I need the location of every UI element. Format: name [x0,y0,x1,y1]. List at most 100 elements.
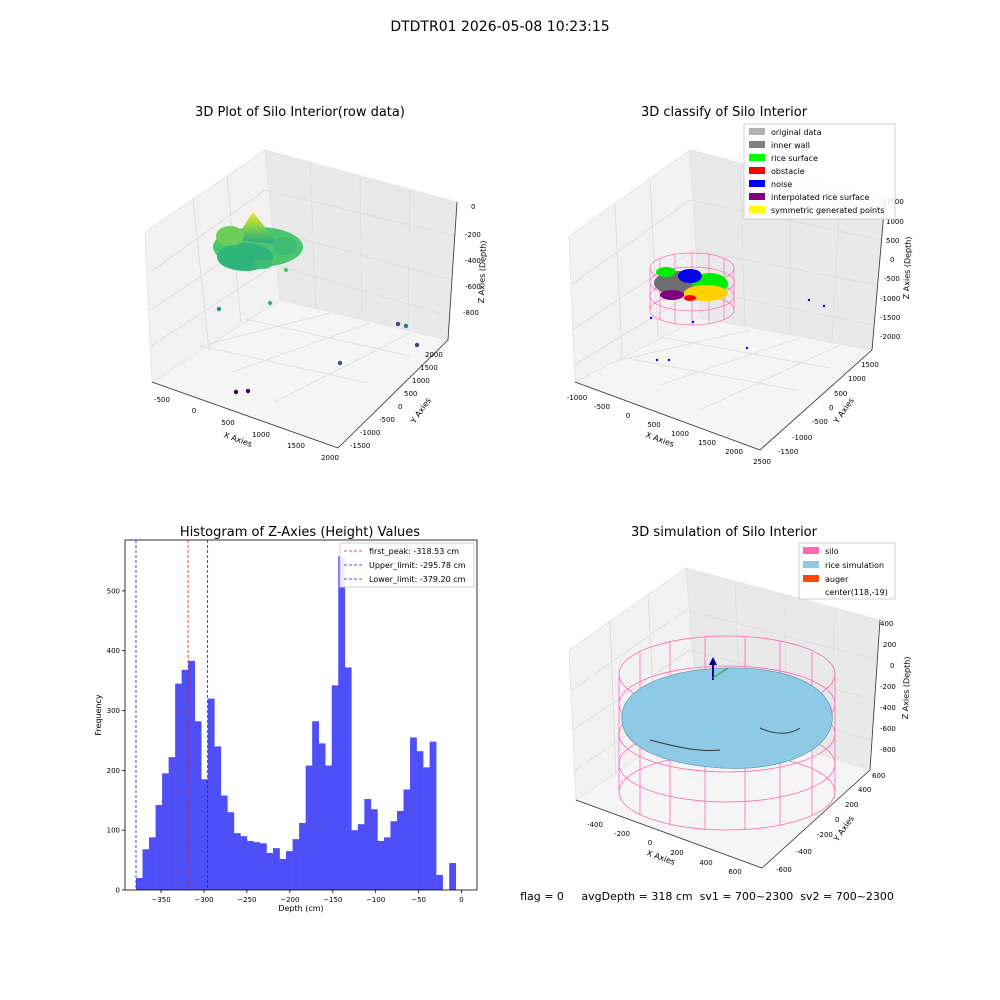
z-axis-label: Z Axies (Depth) [477,240,488,303]
tick-label: −250 [237,896,256,904]
tick-label: 500 [886,237,899,245]
histogram-bar [357,824,365,890]
tick-label: -200 [465,231,481,239]
tick-label: 0 [398,403,402,411]
tick-label: -800 [463,309,479,317]
tick-label: 0 [648,839,652,847]
legend-label: inner wall [771,141,810,150]
noise-points [649,298,826,362]
tick-label: -1000 [880,295,900,303]
tick-label: 1500 [420,364,438,372]
histogram-bar [370,809,378,890]
legend-label: rice simulation [825,561,884,570]
tick-label: −150 [323,896,342,904]
panel-raw-3d: 3D Plot of Silo Interior(row data) [144,105,488,462]
tick-label: -600 [776,866,792,874]
tick-label: -500 [154,396,170,404]
tick-label: 2500 [753,458,771,466]
legend-swatch-obstacle [749,167,765,174]
tick-label: 500 [404,390,417,398]
tick-label: -200 [614,830,630,838]
legend-label: Lower_limit: -379.20 cm [369,575,466,584]
tick-label: -500 [812,418,828,426]
tick-label: 2000 [725,448,743,456]
legend-label: center(118,-19) [825,588,888,597]
z-axis-label: Z Axies (Depth) [902,236,913,299]
legend: original data inner wall rice surface ob… [743,123,896,220]
legend-label: symmetric generated points [771,206,884,215]
tick-label: 1000 [886,218,904,226]
tick-label: -200 [817,831,833,839]
histogram-bar [403,789,411,890]
plot-frame [124,539,478,891]
histogram-bar [149,837,156,890]
histogram-bar [266,852,274,890]
legend-label: noise [771,180,792,189]
legend-label: silo [825,547,839,556]
tick-label: −50 [411,896,426,904]
tick-label: −100 [366,896,385,904]
x-ticks: -1000 -500 0 500 1000 1500 2000 2500 [567,394,771,466]
tick-label: -600 [465,283,481,291]
tick-label: 300 [107,707,120,715]
legend-swatch-noise [749,180,765,187]
y-ticks: -600 -400 -200 0 200 400 600 [776,772,885,874]
panel-classify-3d: 3D classify of Silo Interior [567,105,913,466]
tick-label: 200 [107,767,120,775]
histogram-bar [318,743,326,890]
tick-label: 500 [647,421,660,429]
status-line: flag = 0 avgDepth = 318 cm sv1 = 700~230… [520,890,894,903]
legend-swatch-symmetric [749,206,765,213]
tick-label: 2000 [425,351,443,359]
histogram-bar [396,811,404,890]
axis-lines [575,619,881,869]
histogram-bar [383,837,391,890]
histogram-bar [181,669,189,890]
histogram-bar [331,685,339,890]
legend-label: Upper_limit: -295.78 cm [369,561,466,570]
histogram-bar [292,839,300,890]
y-ticks: -1500 -1000 -500 0 500 1000 1500 [778,361,879,456]
tick-label: 0 [459,896,463,904]
histogram-bar [135,878,143,890]
tick-label: 500 [834,390,847,398]
histogram-bar [416,751,424,890]
legend-swatch-interpolated [749,193,765,200]
rice-simulation-surface [621,667,833,769]
histogram-bar [162,773,169,890]
histogram-bar [240,836,248,890]
legend-swatch-rice-simulation [803,561,819,568]
tick-label: -2000 [880,333,900,341]
legend-swatch-silo [803,547,819,554]
histogram-bar [423,767,430,890]
tick-label: -800 [880,746,896,754]
tick-label: -1500 [880,314,900,322]
tick-label: -400 [880,704,896,712]
histogram-bar [259,843,267,890]
legend: silo rice simulation auger center(118,-1… [798,542,896,600]
tick-label: 0 [829,404,833,412]
tick-label: -500 [884,275,900,283]
histogram-bar [410,737,417,890]
tick-label: -1000 [360,429,380,437]
grid-lines [570,162,883,411]
tick-label: 0 [471,203,475,211]
histogram-bar [436,875,443,890]
legend-swatch-inner-wall [749,141,765,148]
tick-label: 200 [670,849,683,857]
histogram-bars [135,556,456,890]
figure-title: DTDTR01 2026-05-08 10:23:15 [390,19,609,35]
legend-label: interpolated rice surface [771,193,869,202]
legend-label: obstacle [771,167,805,176]
panel-raw-title: 3D Plot of Silo Interior(row data) [195,105,405,120]
histogram-bar [175,683,182,890]
histogram-bar [168,757,176,890]
tick-label: -400 [465,257,481,265]
tick-label: −300 [194,896,213,904]
tick-label: -400 [796,848,812,856]
histogram-bar [220,795,228,890]
classified-clusters [654,267,728,301]
legend-swatch-auger [803,575,819,582]
tick-label: 400 [699,859,712,867]
tick-label: 400 [858,786,871,794]
